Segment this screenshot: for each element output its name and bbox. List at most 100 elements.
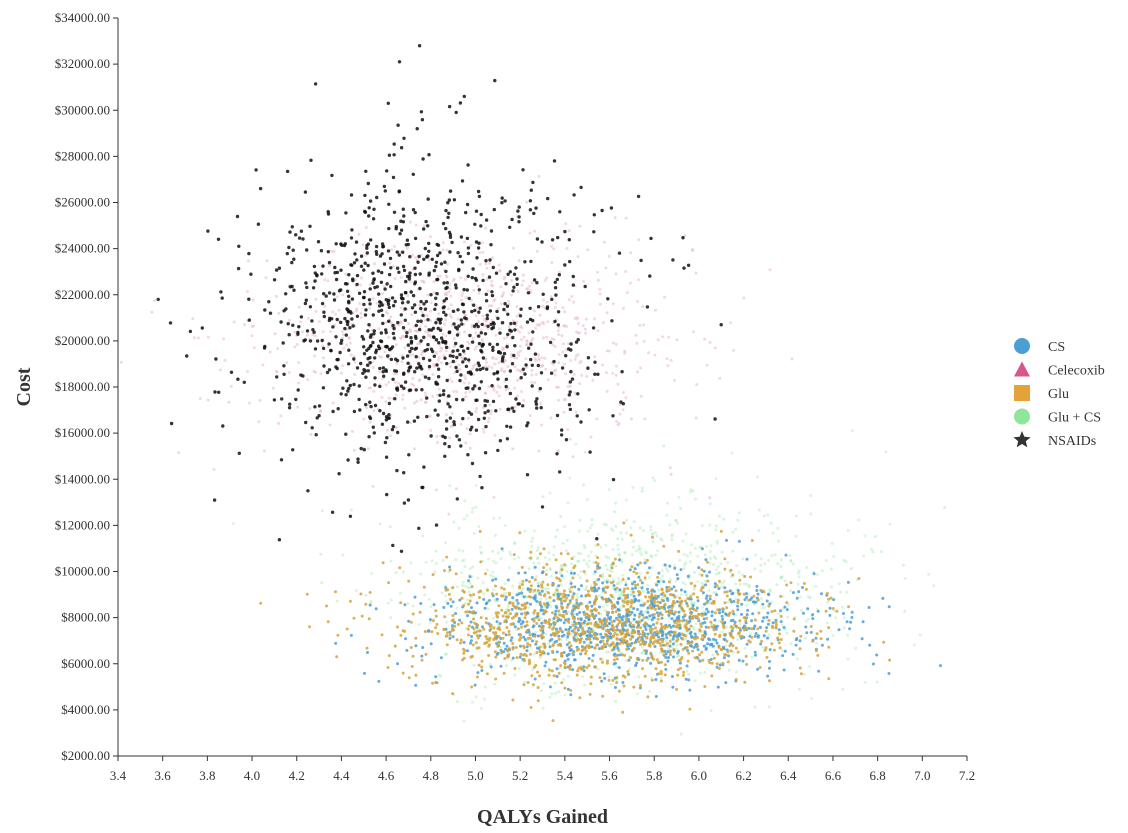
data-point bbox=[521, 653, 525, 657]
data-point bbox=[479, 212, 483, 217]
data-point bbox=[552, 359, 556, 364]
data-point bbox=[462, 381, 466, 385]
data-point bbox=[714, 477, 718, 481]
data-point bbox=[558, 470, 562, 474]
data-point bbox=[367, 435, 371, 439]
data-point bbox=[411, 376, 415, 380]
data-point bbox=[492, 207, 496, 212]
data-point bbox=[707, 658, 711, 662]
data-point bbox=[817, 669, 821, 673]
data-point bbox=[777, 612, 781, 616]
data-point bbox=[425, 396, 429, 400]
data-point bbox=[498, 628, 502, 632]
data-point bbox=[753, 705, 757, 709]
data-point bbox=[484, 218, 489, 222]
data-point bbox=[932, 584, 936, 588]
data-point bbox=[474, 483, 478, 487]
data-point bbox=[495, 597, 499, 601]
data-point bbox=[460, 571, 464, 575]
data-point bbox=[425, 255, 429, 259]
data-point bbox=[884, 450, 888, 454]
data-point bbox=[385, 492, 389, 497]
data-point bbox=[543, 609, 547, 613]
data-point bbox=[717, 645, 721, 649]
data-point bbox=[622, 684, 626, 688]
data-point bbox=[719, 529, 723, 533]
data-point bbox=[502, 369, 506, 373]
data-point bbox=[364, 226, 368, 229]
data-point bbox=[615, 665, 619, 669]
data-point bbox=[383, 287, 387, 291]
data-point bbox=[502, 277, 506, 281]
data-point bbox=[576, 392, 580, 396]
data-point bbox=[601, 597, 605, 601]
data-point bbox=[493, 78, 497, 83]
data-point bbox=[827, 597, 831, 601]
data-point bbox=[626, 628, 630, 632]
data-point bbox=[553, 614, 557, 618]
data-point bbox=[779, 638, 783, 641]
data-point bbox=[484, 262, 488, 266]
data-point bbox=[565, 570, 569, 574]
data-point bbox=[413, 370, 417, 374]
data-point bbox=[685, 619, 689, 623]
data-point bbox=[424, 561, 428, 564]
data-point bbox=[589, 627, 593, 631]
data-point bbox=[650, 588, 654, 592]
data-point bbox=[663, 295, 667, 299]
data-point bbox=[499, 664, 503, 668]
data-point bbox=[523, 260, 527, 264]
data-point bbox=[679, 657, 683, 661]
data-point bbox=[515, 394, 519, 398]
data-point bbox=[437, 312, 441, 316]
data-point bbox=[807, 617, 811, 621]
data-point bbox=[364, 402, 368, 407]
data-point bbox=[797, 569, 801, 573]
data-point bbox=[745, 603, 749, 607]
data-point bbox=[656, 594, 660, 598]
data-point bbox=[506, 332, 510, 337]
data-point bbox=[348, 341, 352, 345]
data-point bbox=[525, 645, 529, 649]
data-point bbox=[535, 622, 539, 625]
data-point bbox=[420, 654, 424, 658]
data-point bbox=[356, 457, 360, 461]
data-point bbox=[798, 666, 802, 670]
data-point bbox=[624, 583, 628, 587]
data-point bbox=[446, 201, 450, 205]
data-point bbox=[553, 280, 557, 284]
data-point bbox=[731, 549, 735, 553]
data-point bbox=[219, 368, 222, 372]
data-point bbox=[632, 545, 635, 549]
data-point bbox=[458, 378, 462, 383]
data-point bbox=[389, 616, 393, 620]
data-point bbox=[365, 406, 368, 410]
data-point bbox=[589, 550, 593, 554]
data-point bbox=[583, 572, 587, 576]
data-point bbox=[659, 676, 663, 680]
data-point bbox=[600, 622, 604, 626]
data-point bbox=[676, 521, 679, 525]
data-point bbox=[604, 645, 608, 649]
data-point bbox=[594, 561, 598, 564]
data-point bbox=[536, 699, 540, 703]
data-point bbox=[654, 667, 658, 671]
data-point bbox=[627, 577, 631, 581]
data-point bbox=[631, 587, 635, 591]
data-point bbox=[424, 219, 428, 224]
data-point bbox=[419, 572, 423, 576]
data-point bbox=[668, 650, 672, 654]
data-point bbox=[850, 616, 854, 619]
data-point bbox=[779, 620, 783, 624]
data-point bbox=[608, 618, 612, 621]
data-point bbox=[506, 365, 510, 368]
data-point bbox=[381, 370, 385, 374]
data-point bbox=[521, 620, 525, 624]
data-point bbox=[448, 405, 452, 409]
data-point bbox=[832, 598, 836, 602]
data-point bbox=[688, 688, 692, 692]
data-point bbox=[392, 326, 396, 331]
data-point bbox=[666, 501, 669, 505]
data-point bbox=[352, 382, 356, 387]
data-point bbox=[666, 569, 670, 573]
